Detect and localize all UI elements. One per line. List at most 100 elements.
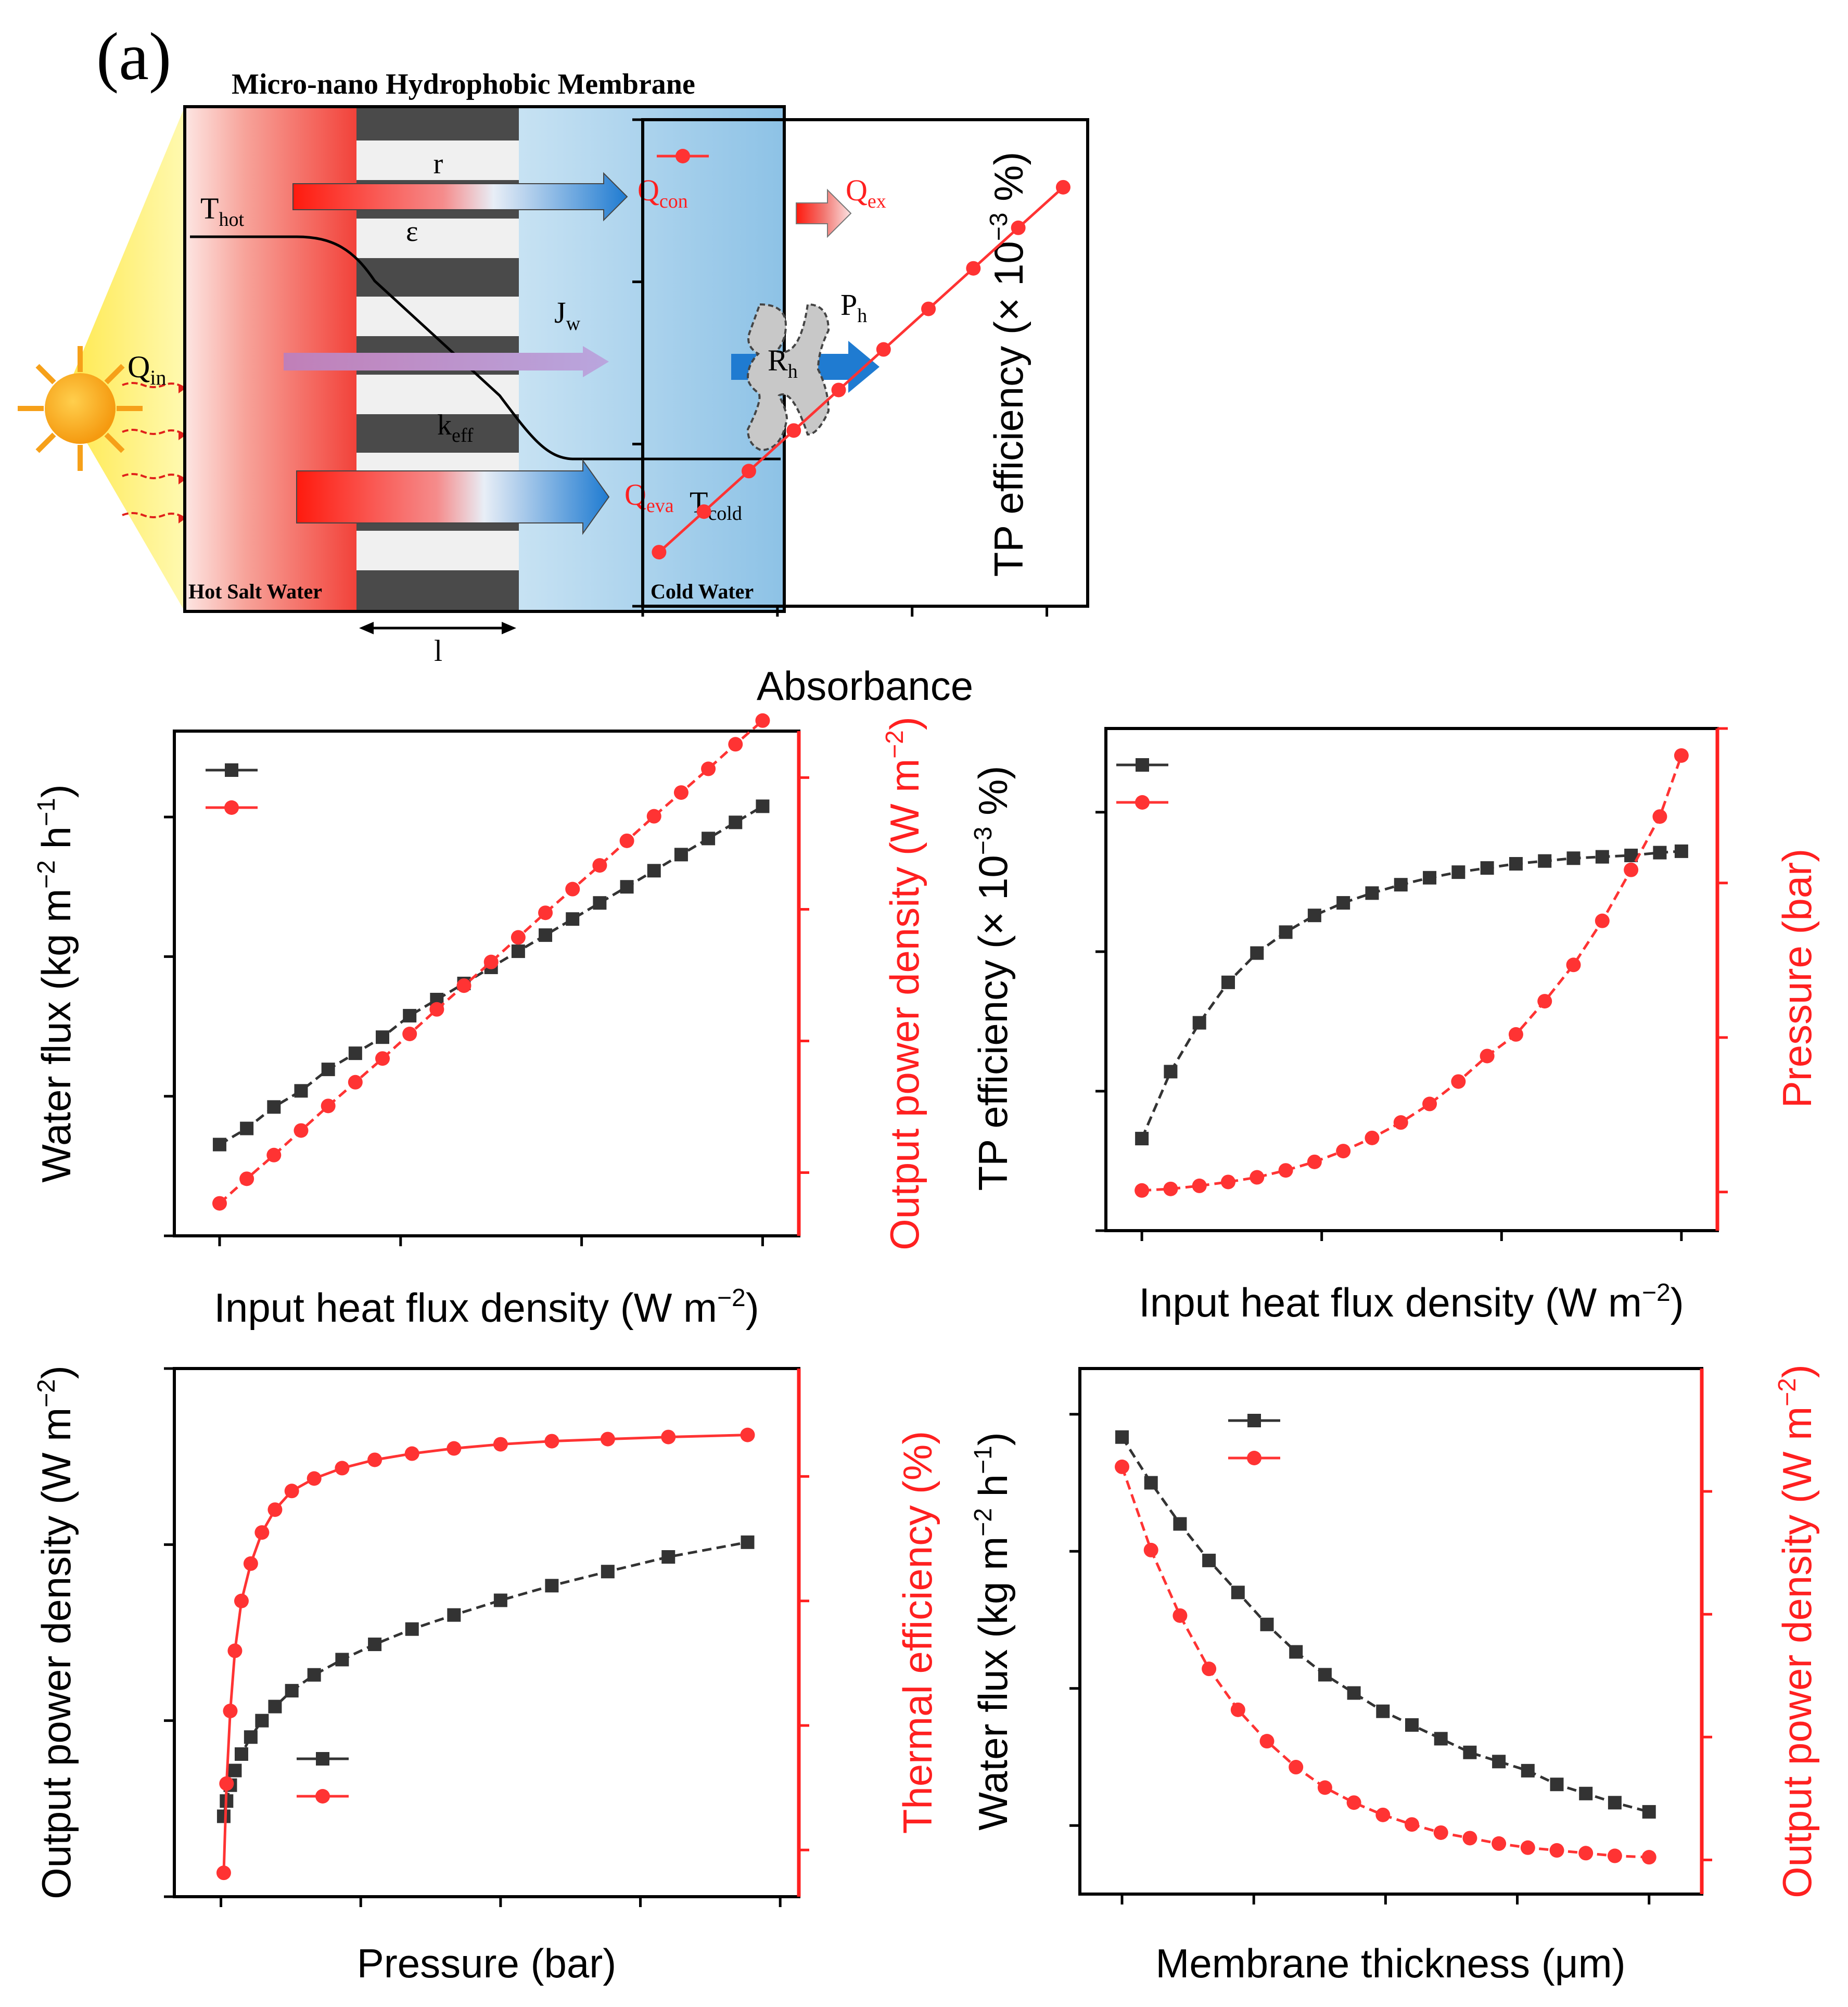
y2-axis-label-post: ) xyxy=(1774,1364,1820,1378)
data-point-thermal-efficiency xyxy=(227,1643,243,1658)
data-point-pressure xyxy=(1674,748,1689,763)
x-axis-label-sup: −2 xyxy=(717,1284,746,1312)
x-axis-label-sup: −2 xyxy=(1642,1279,1671,1307)
y-axis-label-post: ) xyxy=(970,1432,1016,1446)
data-point-output-power-density xyxy=(673,785,689,800)
y-axis-label-sup: −3 xyxy=(970,826,997,855)
data-point-water-flux xyxy=(620,880,634,894)
data-point-output-power-density xyxy=(447,1608,461,1622)
x-axis-label: Pressure (bar) xyxy=(357,1940,616,1986)
data-point-water-flux xyxy=(729,815,743,829)
chart-e: Pressure (bar) Output power density (W m−… xyxy=(33,1365,940,1986)
data-point-output-power-density xyxy=(1641,1850,1656,1865)
data-point-tp-efficiency xyxy=(696,504,711,519)
plot-frame xyxy=(641,118,1089,608)
data-point-output-power-density xyxy=(239,1171,254,1186)
data-point-output-power-density xyxy=(1115,1459,1130,1474)
data-point-water-flux xyxy=(1260,1617,1274,1631)
q-in-label: Qin xyxy=(128,350,166,389)
data-point-output-power-density xyxy=(1520,1840,1535,1855)
data-point-thermal-efficiency xyxy=(267,1502,283,1517)
data-point-thermal-efficiency xyxy=(544,1434,559,1449)
data-point-pressure xyxy=(1365,1130,1380,1145)
legend-marker-tp-efficiency xyxy=(1136,758,1149,772)
q-ex-label: Qex xyxy=(846,173,886,212)
data-point-output-power-density xyxy=(565,881,580,897)
data-point-pressure xyxy=(1393,1115,1408,1130)
data-point-output-power-density xyxy=(601,1565,615,1579)
data-point-thermal-efficiency xyxy=(243,1556,258,1571)
data-point-water-flux xyxy=(1434,1732,1448,1746)
data-point-pressure xyxy=(1192,1178,1207,1193)
data-point-output-power-density xyxy=(1578,1846,1594,1861)
data-point-thermal-efficiency xyxy=(284,1484,299,1499)
data-point-tp-efficiency xyxy=(921,301,936,316)
y-axis-label: TP efficiency (× 10−3 %) xyxy=(970,765,1016,1191)
y-axis-label-sup: −2 xyxy=(33,860,60,889)
data-point-output-power-density xyxy=(483,954,499,969)
y-axis-label-post: %) xyxy=(986,151,1031,212)
data-point-water-flux xyxy=(1202,1553,1216,1567)
data-point-thermal-efficiency xyxy=(493,1437,508,1452)
data-point-water-flux xyxy=(348,1046,362,1060)
data-point-output-power-density xyxy=(429,1002,444,1017)
y-axis-label: Water flux (kg m−2 h−1) xyxy=(970,1432,1016,1830)
data-point-output-power-density xyxy=(1172,1608,1188,1623)
y-axis-label-pre: Water flux (kg m xyxy=(33,889,79,1183)
y2-axis-label-post: ) xyxy=(882,717,927,730)
y-axis-label-sup: −2 xyxy=(970,1508,997,1537)
y-axis-label-sup2: −1 xyxy=(33,798,60,826)
data-point-tp-efficiency xyxy=(1221,975,1235,989)
k-eff-label: keff xyxy=(437,409,474,446)
data-point-output-power-density xyxy=(234,1747,248,1761)
data-point-thermal-efficiency xyxy=(404,1446,419,1461)
t-hot-label: Thot xyxy=(200,191,244,231)
data-point-tp-efficiency xyxy=(1566,851,1581,865)
data-point-water-flux xyxy=(1405,1718,1419,1732)
data-point-output-power-density xyxy=(456,978,471,993)
q-ex-arrow xyxy=(796,188,852,238)
data-point-pressure xyxy=(1451,1074,1466,1089)
data-point-tp-efficiency xyxy=(1674,844,1688,858)
data-point-pressure xyxy=(1250,1170,1265,1185)
data-point-pressure xyxy=(1595,913,1610,928)
heat-flux-arrow-icon xyxy=(122,382,186,519)
data-point-water-flux xyxy=(1115,1430,1129,1444)
data-point-pressure xyxy=(1652,809,1667,824)
data-point-output-power-density xyxy=(1375,1807,1391,1822)
data-point-water-flux xyxy=(1231,1586,1245,1600)
j-w-label: Jw xyxy=(554,296,581,335)
data-point-tp-efficiency xyxy=(1509,857,1523,871)
r-h-label: Rh xyxy=(768,343,798,382)
data-point-water-flux xyxy=(1144,1476,1158,1490)
thickness-arrow xyxy=(359,622,516,634)
data-point-tp-efficiency xyxy=(1279,925,1293,939)
data-point-output-power-density xyxy=(405,1622,419,1636)
j-w-arrow xyxy=(284,346,609,377)
data-point-output-power-density xyxy=(1492,1836,1507,1851)
data-point-water-flux xyxy=(1550,1778,1564,1792)
data-point-pressure xyxy=(1135,1183,1150,1198)
series-line-output-power-density xyxy=(222,1541,748,1817)
series-line-water-flux xyxy=(1120,1436,1650,1813)
plot-frame xyxy=(1104,727,1719,1232)
chart-c: Input heat flux density (W m−2) Water flu… xyxy=(33,713,927,1331)
data-point-output-power-density xyxy=(1607,1848,1622,1863)
porosity-label: ε xyxy=(406,215,418,248)
data-point-output-power-density xyxy=(244,1730,258,1744)
y-axis-label: TP efficiency (× 10−3 %) xyxy=(985,151,1031,577)
sun-glow xyxy=(62,107,185,611)
data-point-pressure xyxy=(1163,1181,1178,1196)
x-axis-label: Input heat flux density (W m−2) xyxy=(214,1284,759,1331)
data-point-output-power-density xyxy=(212,1196,227,1211)
data-point-output-power-density xyxy=(1317,1780,1332,1795)
data-point-output-power-density xyxy=(321,1098,336,1114)
data-point-output-power-density xyxy=(493,1593,507,1607)
data-point-pressure xyxy=(1336,1144,1351,1159)
data-point-water-flux xyxy=(674,848,688,862)
legend-marker-tp-efficiency xyxy=(676,149,690,163)
data-point-thermal-efficiency xyxy=(307,1471,322,1486)
series-line-thermal-efficiency xyxy=(222,1434,748,1873)
y-axis-label-mid: h xyxy=(970,1474,1016,1508)
